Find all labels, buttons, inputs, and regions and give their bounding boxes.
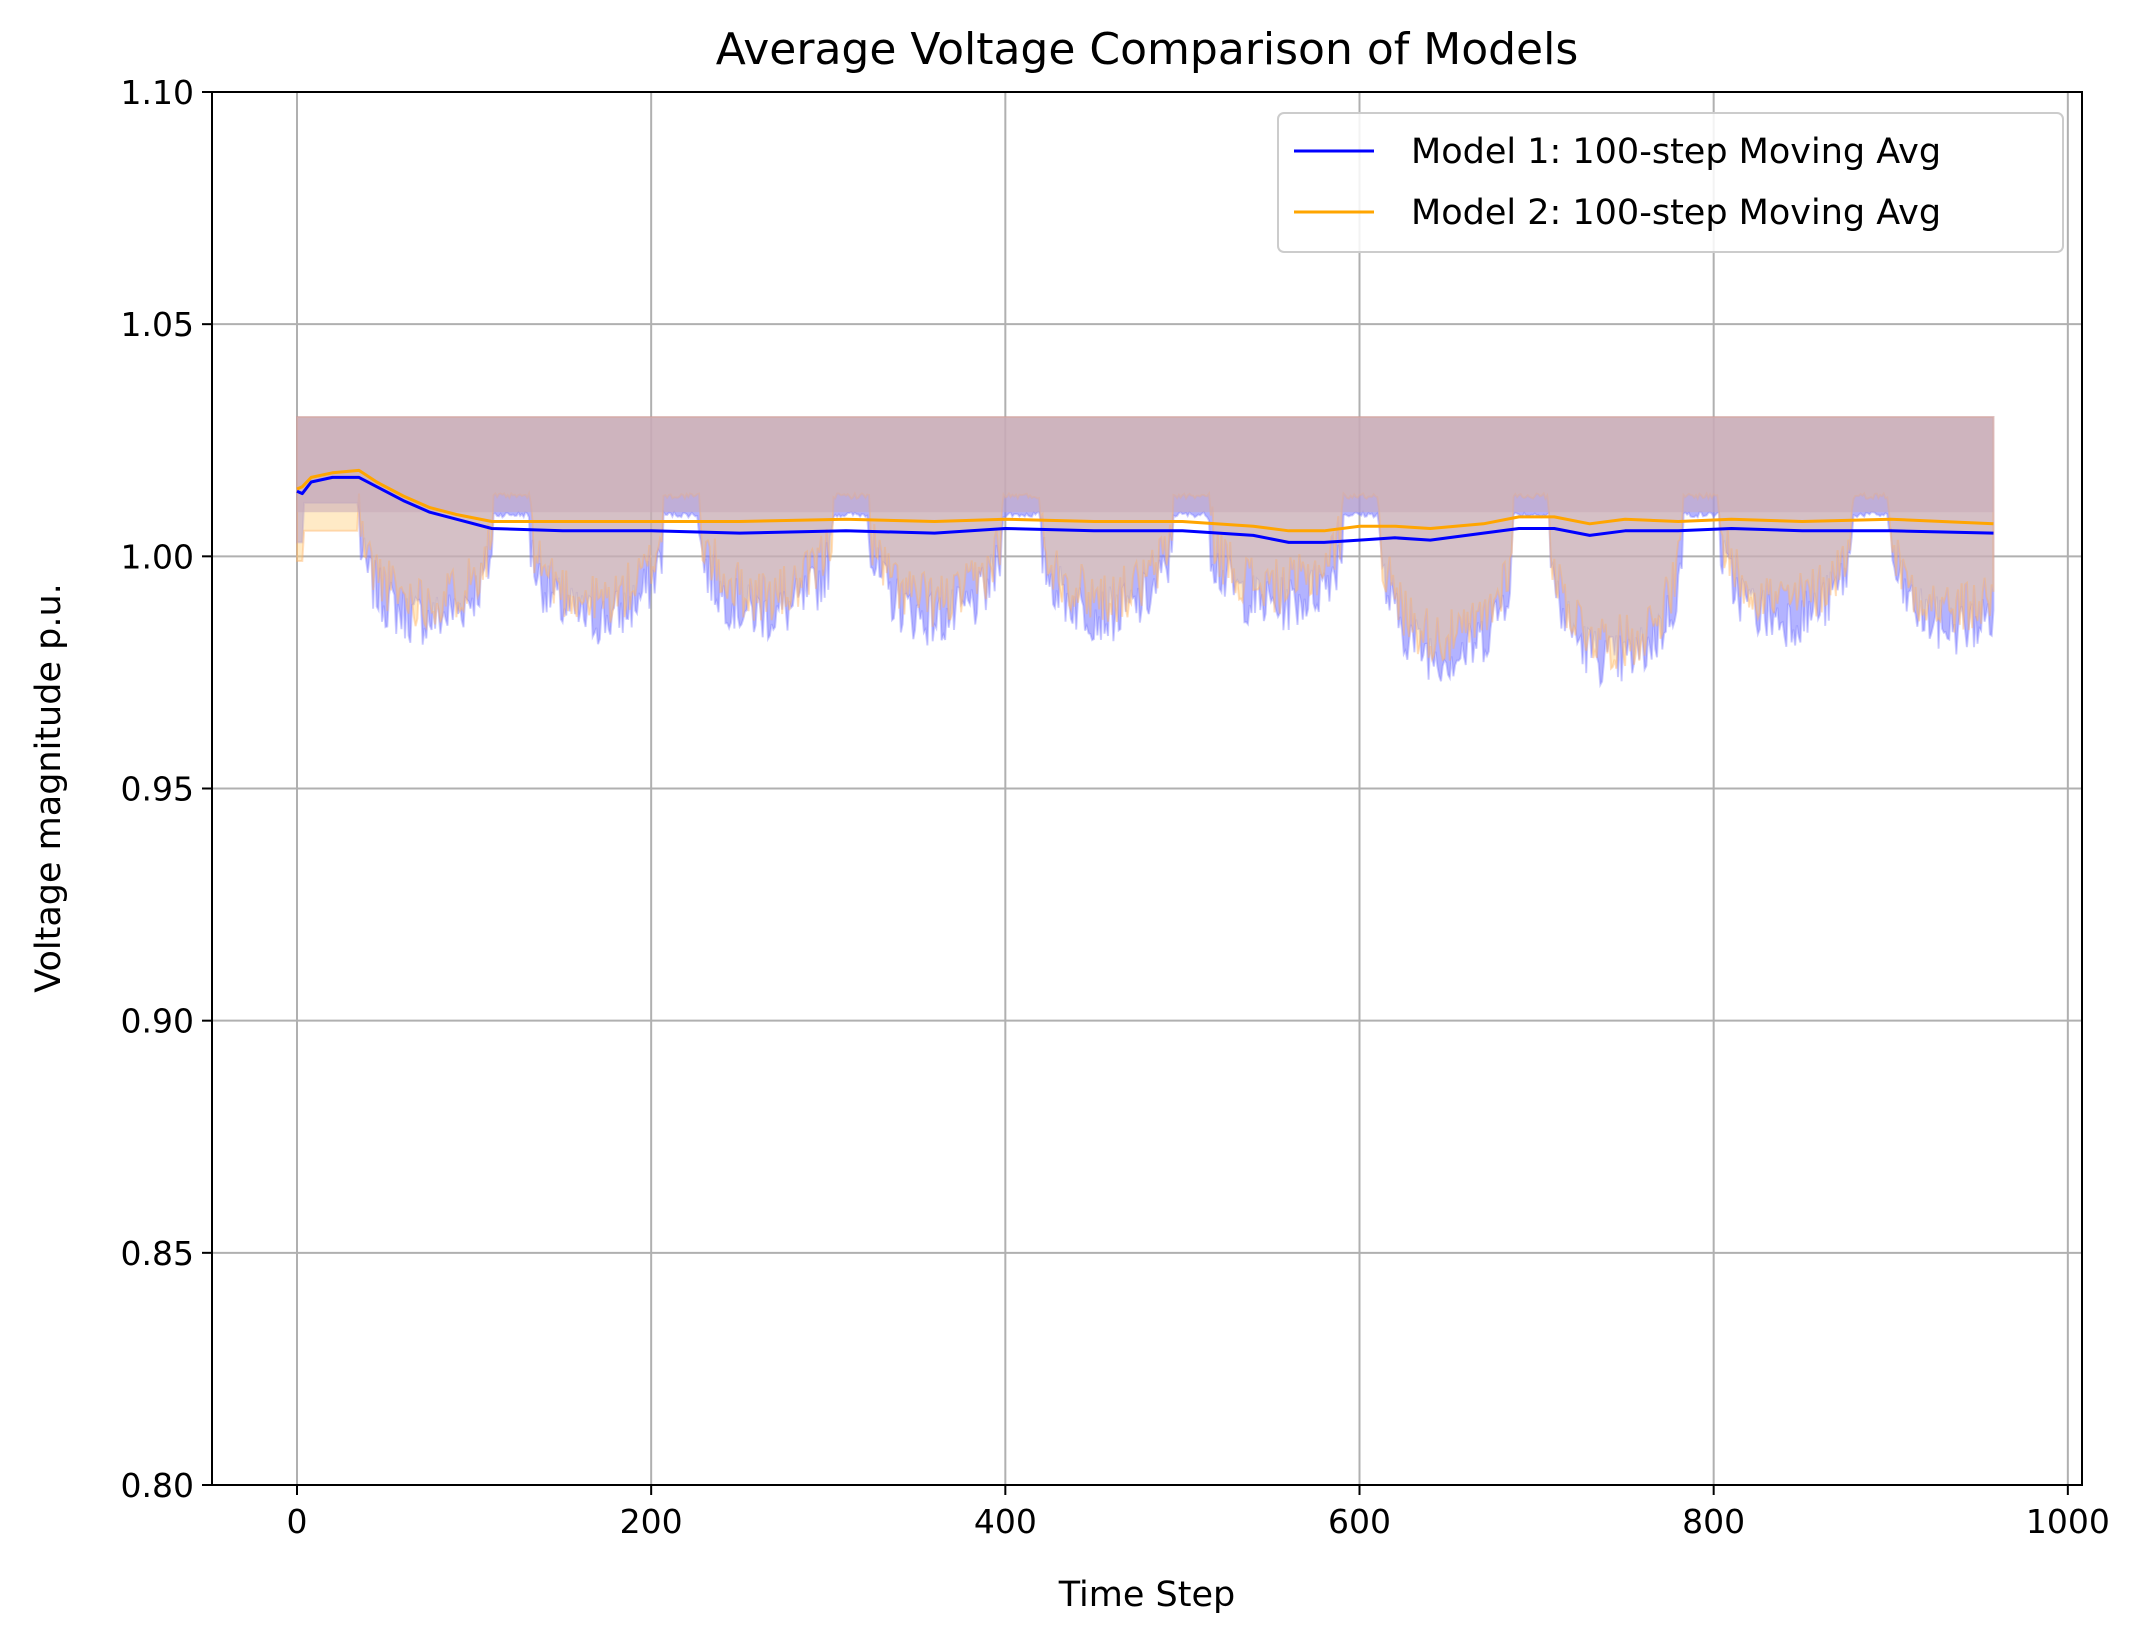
y-tick-label: 1.05: [121, 305, 194, 344]
legend: Model 1: 100-step Moving Avg Model 2: 10…: [1277, 112, 2064, 253]
y-tick-label: 1.00: [121, 537, 194, 576]
y-tick-label: 0.90: [121, 1002, 194, 1041]
x-tick-label: 800: [1682, 1502, 1745, 1541]
series-lines: [296, 468, 1994, 544]
y-tick-label: 1.10: [121, 73, 194, 112]
band-overlap: [297, 417, 1994, 513]
line-model-2: [296, 468, 1994, 533]
y-tick-label: 0.80: [121, 1466, 194, 1505]
x-tick-label: 200: [620, 1502, 683, 1541]
y-tick-label: 0.85: [121, 1234, 194, 1273]
y-tick-label: 0.95: [121, 770, 194, 809]
chart-title: Average Voltage Comparison of Models: [716, 24, 1579, 75]
legend-box: [1277, 112, 2064, 253]
x-tick-label: 400: [974, 1502, 1037, 1541]
y-axis-label: Voltage magnitude p.u.: [29, 583, 69, 993]
x-tick-label: 600: [1328, 1502, 1391, 1541]
legend-label-model-1: Model 1: 100-step Moving Avg: [1411, 132, 1941, 172]
x-axis-label: Time Step: [1058, 1575, 1235, 1615]
axis-ticks: 0 200 400 600 800 1000 0.80 0.85 0.90 0.95 1.00 1.0…: [121, 73, 2110, 1541]
x-tick-label: 1000: [2026, 1502, 2110, 1541]
range-bands: [296, 416, 1995, 689]
line-model-1: [296, 475, 1994, 544]
x-tick-label: 0: [287, 1502, 308, 1541]
legend-label-model-2: Model 2: 100-step Moving Avg: [1411, 193, 1941, 233]
